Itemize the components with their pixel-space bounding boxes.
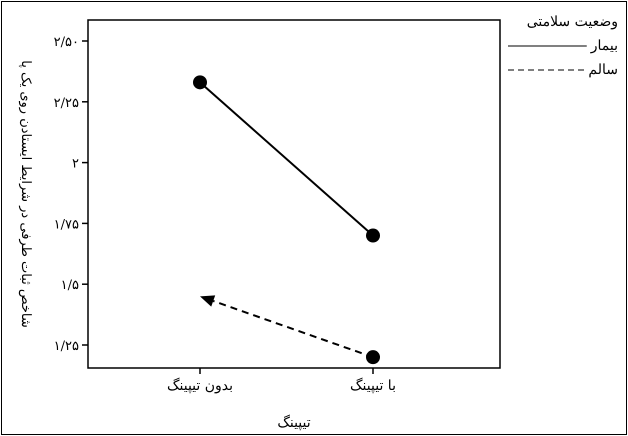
plot-area	[87, 19, 501, 369]
x-tick-label: با تیپینگ	[350, 377, 396, 394]
legend-label-0: بیمار	[590, 38, 618, 54]
y-tick-label: ۱/۷۵	[54, 217, 79, 232]
series-line-0	[199, 81, 374, 237]
y-tick-label: ۱/۲۵	[54, 339, 79, 354]
y-tick-label: ۲	[72, 157, 79, 172]
series-point-1-1	[366, 350, 380, 365]
series-point-0-0	[193, 75, 207, 90]
y-axis: ۱/۲۵ ۱/۵ ۱/۷۵ ۲ ۲/۲۵ ۲/۵۰	[54, 35, 88, 354]
series-line-1	[212, 300, 374, 359]
y-tick-label: ۲/۲۵	[54, 96, 79, 111]
y-tick-label: ۲/۵۰	[54, 35, 79, 50]
x-axis-label: تیپینگ	[277, 414, 310, 431]
legend: وضعیت سلامتی بیمار سالم	[508, 14, 618, 78]
series-point-0-1	[366, 228, 380, 243]
series-layer	[193, 75, 380, 365]
y-axis-label: شاخص ثبات طرفی در شرایط ایستادن روی یک پ…	[18, 60, 33, 328]
series-point-1-0	[200, 295, 216, 307]
x-tick-label: بدون تیپینگ	[167, 377, 233, 394]
y-tick-label: ۱/۵	[61, 278, 79, 293]
legend-title: وضعیت سلامتی	[527, 14, 618, 30]
x-axis: بدون تیپینگ با تیپینگ	[167, 368, 396, 394]
legend-label-1: سالم	[588, 62, 618, 78]
